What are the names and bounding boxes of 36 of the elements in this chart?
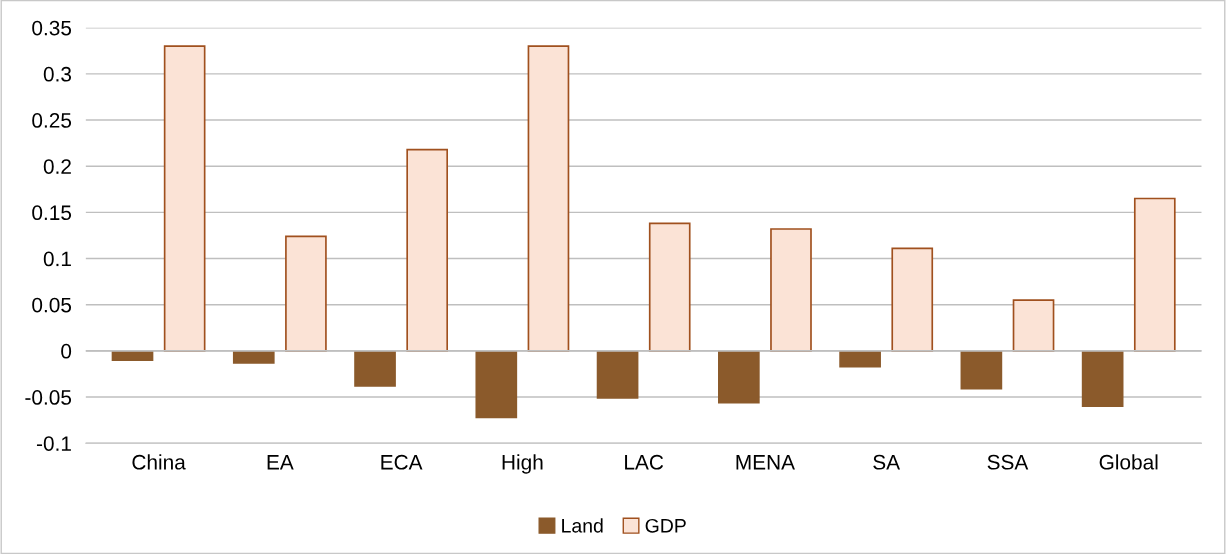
bar (1081, 350, 1124, 408)
y-tick-label: 0 (61, 343, 72, 359)
bar (960, 350, 1003, 390)
bar (163, 45, 206, 352)
x-tick-label: LAC (625, 454, 664, 470)
y-tick-label: 0.2 (43, 159, 71, 174)
bar (1133, 197, 1176, 352)
bar (285, 235, 327, 352)
x-tick-label: China (132, 454, 186, 470)
y-tick-label: 0.25 (32, 113, 72, 128)
bar (596, 350, 639, 399)
x-tick-label: SSA (987, 454, 1029, 470)
y-tick-label: 0.35 (32, 20, 72, 36)
legend-label: Land (562, 518, 603, 533)
x-tick-label: SA (873, 454, 901, 470)
x-tick-label: MENA (736, 455, 795, 470)
bar (891, 247, 934, 352)
legend-label: GDP (645, 518, 686, 533)
bar (770, 228, 812, 352)
y-tick-label: 0.05 (32, 297, 72, 313)
bar (718, 350, 760, 404)
x-tick-label: EA (267, 455, 294, 470)
bar (406, 148, 449, 352)
x-tick-label: ECA (381, 454, 423, 470)
y-tick-label: 0.1 (43, 251, 71, 267)
bar (1012, 299, 1055, 352)
bar (475, 350, 518, 419)
x-tick-label: High (502, 454, 543, 474)
y-tick-label: -0.1 (36, 436, 71, 451)
y-tick-label: -0.05 (25, 390, 72, 405)
x-tick-label: Global (1099, 454, 1158, 470)
bar (354, 350, 396, 387)
y-tick-label: 0.15 (32, 205, 72, 221)
y-tick-label: 0.3 (43, 66, 72, 82)
bar (527, 45, 570, 352)
bar (648, 222, 691, 352)
